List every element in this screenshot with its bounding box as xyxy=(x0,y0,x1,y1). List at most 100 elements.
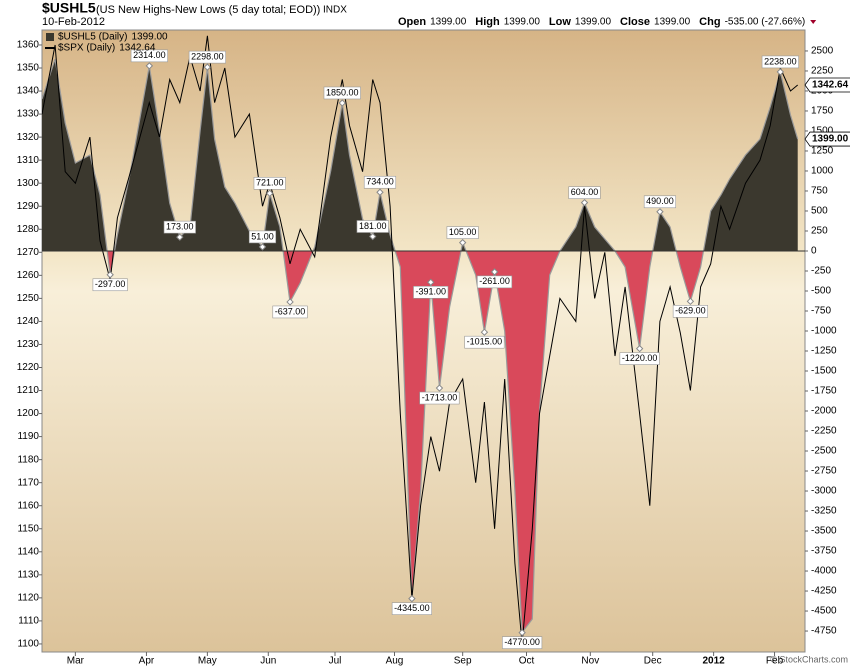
y2-tick-label: -1250 xyxy=(811,346,837,357)
annotation-marker xyxy=(286,298,294,306)
y2-tick-label: -3000 xyxy=(811,486,837,497)
annotation-box xyxy=(413,285,449,299)
x-tick-label: May xyxy=(198,656,217,667)
y-tick-label: 1120 xyxy=(17,593,39,604)
annotation-box xyxy=(253,177,286,190)
y-tick-label: 1330 xyxy=(17,109,40,120)
y2-tick-label: 1250 xyxy=(811,146,834,157)
title: $USHL5 xyxy=(42,0,96,16)
x-tick-label: Nov xyxy=(581,656,599,667)
y-tick-label: 1150 xyxy=(17,523,39,534)
y-tick-label: 1350 xyxy=(17,63,40,74)
y2-tick-label: -4750 xyxy=(811,626,837,637)
annotation-box xyxy=(446,226,479,239)
annotation-label: 1850.00 xyxy=(326,87,359,97)
x-tick-label: Sep xyxy=(454,656,472,667)
y2-tick-label: -2500 xyxy=(811,446,837,457)
annotation-marker xyxy=(145,62,154,70)
annotation-box xyxy=(502,636,543,649)
annotation-label: -391.00 xyxy=(415,287,446,297)
annotation-label: -1015.00 xyxy=(467,337,503,347)
annotation-box xyxy=(761,55,799,69)
y-tick-label: 1100 xyxy=(17,639,39,650)
annotation-box xyxy=(464,335,505,349)
annotation-marker xyxy=(490,268,499,276)
annotation-marker xyxy=(427,278,435,286)
y2-tick-label: 2500 xyxy=(811,46,834,57)
annotation-label: 2314.00 xyxy=(133,50,166,60)
x-tick-label: Apr xyxy=(139,656,155,667)
annotation-box xyxy=(163,220,196,234)
annotation-label: -629.00 xyxy=(675,306,706,316)
annotation-label: 721.00 xyxy=(256,178,284,188)
quote-label: Close xyxy=(620,16,650,28)
y2-tick-label: -4500 xyxy=(811,606,837,617)
y-tick-label: 1310 xyxy=(17,155,40,166)
y2-tick-label: 2250 xyxy=(811,66,834,77)
annotation-label: 51.00 xyxy=(251,231,274,241)
change-arrow xyxy=(810,20,817,24)
annotation-marker xyxy=(635,344,644,353)
y2-tick-label: 1750 xyxy=(811,106,834,117)
annotation-marker xyxy=(435,384,444,392)
x-tick-label: 2012 xyxy=(702,656,725,667)
annotation-label: 181.00 xyxy=(359,221,387,231)
annotation-label: 173.00 xyxy=(166,222,194,232)
y-tick-label: 1240 xyxy=(17,316,40,327)
y2-tick-label: -500 xyxy=(811,286,831,297)
annotation-label: 2298.00 xyxy=(191,51,224,61)
y-tick-label: 1340 xyxy=(17,86,40,97)
annotation-label: 734.00 xyxy=(366,177,394,187)
y-tick-label: 1230 xyxy=(17,339,40,350)
annotation-label: -261.00 xyxy=(479,276,510,286)
x-tick-label: Dec xyxy=(644,656,662,667)
legend-value: 1342.64 xyxy=(119,43,156,54)
quote-value: 1399.00 xyxy=(654,17,691,28)
annotation-box xyxy=(568,186,601,199)
y2-tick-label: -750 xyxy=(811,306,831,317)
annotation-box xyxy=(272,305,308,319)
quote-label: High xyxy=(475,16,500,28)
y-tick-label: 1110 xyxy=(18,616,39,627)
y-tick-label: 1300 xyxy=(17,178,40,189)
annotation-label: 490.00 xyxy=(646,196,674,206)
annotation-label: 604.00 xyxy=(571,187,599,197)
x-tick-label: Feb xyxy=(766,656,784,667)
legend-swatch xyxy=(46,33,54,41)
annotation-marker xyxy=(176,233,184,241)
legend-label: $SPX (Daily) xyxy=(58,43,115,54)
annotation-marker xyxy=(338,99,346,107)
y2-tick-label: -2000 xyxy=(811,406,837,417)
y2-tick-label: 1000 xyxy=(811,166,834,177)
exchange: INDX xyxy=(323,5,347,16)
quote-value: 1399.00 xyxy=(575,17,612,28)
y-tick-label: 1130 xyxy=(17,569,39,580)
date: 10-Feb-2012 xyxy=(42,16,105,28)
annotation-box xyxy=(356,220,389,233)
legend-label: $USHL5 (Daily) xyxy=(58,32,127,43)
y-tick-label: 1160 xyxy=(17,500,39,511)
annotation-box xyxy=(248,230,277,244)
annotation-marker xyxy=(266,189,274,198)
last-value-label: 1342.64 xyxy=(812,80,849,91)
y2-tick-label: -250 xyxy=(811,266,831,277)
y2-tick-label: -4250 xyxy=(811,586,837,597)
y2-tick-label: 0 xyxy=(811,246,817,257)
y-tick-label: 1190 xyxy=(17,431,39,442)
quote-value: 1399.00 xyxy=(430,17,467,28)
annotation-marker xyxy=(369,232,377,241)
watermark: © StockCharts.com xyxy=(770,654,848,664)
annotation-marker xyxy=(686,297,695,306)
y-tick-label: 1140 xyxy=(17,546,39,557)
annotation-marker xyxy=(258,243,267,251)
annotation-label: -1713.00 xyxy=(422,392,458,402)
y-tick-label: 1360 xyxy=(17,40,40,51)
annotation-box xyxy=(391,602,432,615)
y2-tick-label: 1500 xyxy=(811,126,834,137)
annotation-marker xyxy=(656,208,664,216)
annotation-label: 105.00 xyxy=(449,227,477,237)
annotation-box xyxy=(92,278,128,292)
last-value-label: 1399.00 xyxy=(812,134,849,145)
y-tick-label: 1210 xyxy=(17,385,40,396)
